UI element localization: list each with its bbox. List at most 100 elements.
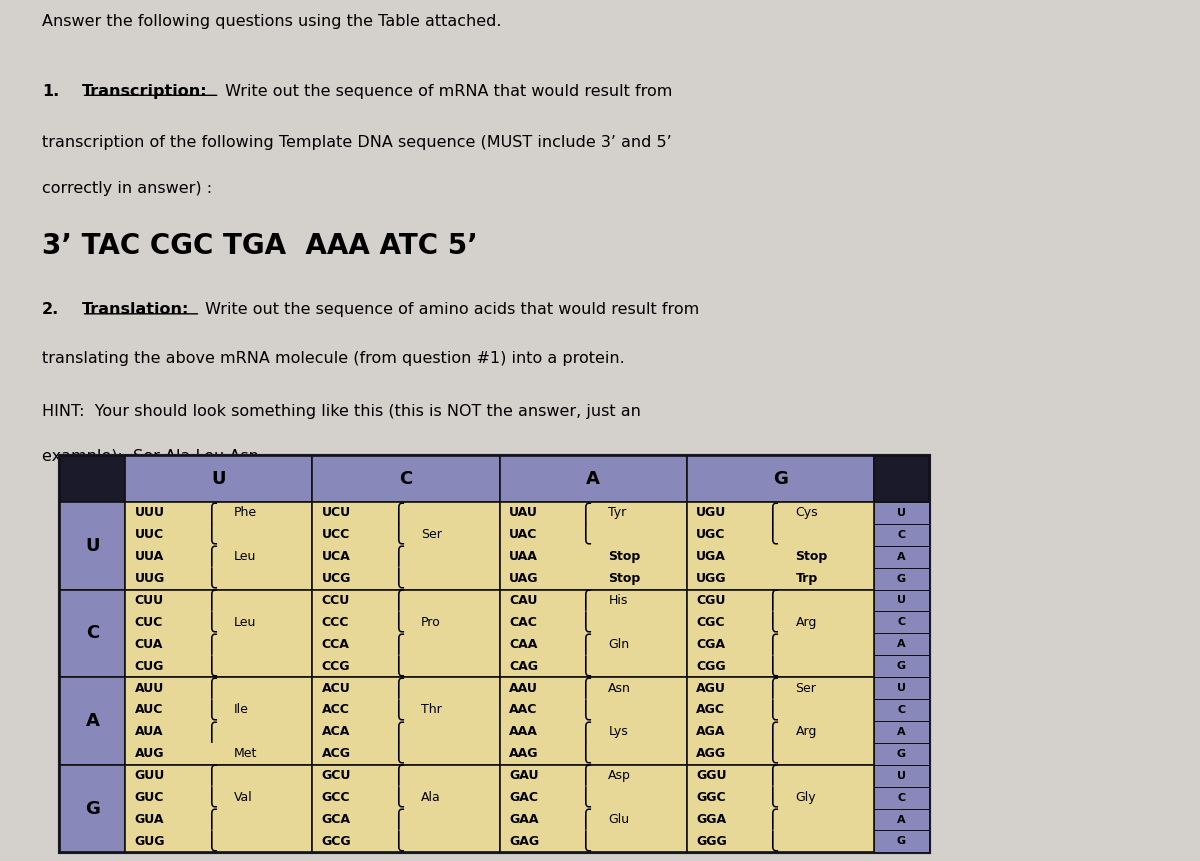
Text: ACU: ACU xyxy=(322,682,350,695)
Text: AAA: AAA xyxy=(509,726,538,739)
Text: C: C xyxy=(400,470,413,488)
Text: ⎩: ⎩ xyxy=(766,655,779,677)
Text: 3’ TAC CGC TGA  AAA ATC 5’: 3’ TAC CGC TGA AAA ATC 5’ xyxy=(42,232,478,261)
Text: CCU: CCU xyxy=(322,594,350,607)
Text: UAC: UAC xyxy=(509,529,538,542)
Text: ⎧: ⎧ xyxy=(391,722,404,742)
Text: ⎩: ⎩ xyxy=(204,612,217,633)
Bar xyxy=(125,765,312,852)
Text: C: C xyxy=(898,530,906,540)
Text: UCU: UCU xyxy=(322,506,350,519)
Bar xyxy=(312,502,499,590)
Bar xyxy=(686,677,874,765)
Text: ⎧: ⎧ xyxy=(578,722,592,742)
Bar xyxy=(125,590,312,677)
Text: ⎩: ⎩ xyxy=(204,699,217,721)
Text: Answer the following questions using the Table attached.: Answer the following questions using the… xyxy=(42,14,502,29)
Text: Ser: Ser xyxy=(421,529,442,542)
Text: UGA: UGA xyxy=(696,550,726,563)
Text: ⎧: ⎧ xyxy=(766,678,779,699)
Text: C: C xyxy=(898,705,906,715)
Text: UGC: UGC xyxy=(696,529,726,542)
Bar xyxy=(686,590,874,677)
Text: ⎧: ⎧ xyxy=(578,634,592,655)
Bar xyxy=(874,611,929,634)
Text: GCC: GCC xyxy=(322,791,350,804)
Text: ⎩: ⎩ xyxy=(391,655,404,677)
Bar xyxy=(874,634,929,655)
Text: ⎩: ⎩ xyxy=(204,831,217,852)
Text: ⎩: ⎩ xyxy=(204,568,217,589)
Bar xyxy=(499,765,686,852)
Text: example):  Ser Ala Leu Asn: example): Ser Ala Leu Asn xyxy=(42,449,259,464)
Text: UAU: UAU xyxy=(509,506,538,519)
Bar xyxy=(499,590,686,677)
Bar xyxy=(874,546,929,567)
Bar xyxy=(874,721,929,743)
Bar xyxy=(312,456,499,502)
Text: ⎧: ⎧ xyxy=(204,808,217,830)
Text: Ser: Ser xyxy=(796,682,816,695)
Text: 2.: 2. xyxy=(42,302,59,317)
Text: UAA: UAA xyxy=(509,550,538,563)
Text: ⎧: ⎧ xyxy=(578,502,592,523)
Text: ⎧: ⎧ xyxy=(391,808,404,830)
Text: ⎩: ⎩ xyxy=(766,831,779,852)
Text: Translation:: Translation: xyxy=(82,302,188,317)
Bar xyxy=(874,590,929,611)
Text: transcription of the following Template DNA sequence (MUST include 3’ and 5’: transcription of the following Template … xyxy=(42,135,672,150)
Text: ⎧: ⎧ xyxy=(204,590,217,611)
Text: ⎩: ⎩ xyxy=(578,655,592,677)
Text: Leu: Leu xyxy=(234,550,257,563)
Bar xyxy=(874,523,929,546)
Text: CAU: CAU xyxy=(509,594,538,607)
Bar xyxy=(874,743,929,765)
Bar xyxy=(60,590,125,677)
Text: CAG: CAG xyxy=(509,660,538,672)
Text: Met: Met xyxy=(234,747,257,760)
Text: CCG: CCG xyxy=(322,660,350,672)
Text: CCA: CCA xyxy=(322,638,349,651)
Text: CUU: CUU xyxy=(134,594,163,607)
Bar xyxy=(874,456,929,502)
Text: ⎧: ⎧ xyxy=(766,808,779,830)
Text: ⎧: ⎧ xyxy=(204,546,217,567)
Text: Transcription:: Transcription: xyxy=(82,84,208,99)
Text: ⎩: ⎩ xyxy=(578,743,592,765)
Bar xyxy=(499,456,686,502)
Text: GAG: GAG xyxy=(509,835,539,848)
Text: ⎩: ⎩ xyxy=(766,699,779,721)
Text: Cys: Cys xyxy=(796,506,818,519)
Bar xyxy=(874,677,929,699)
Text: GCU: GCU xyxy=(322,769,352,782)
Text: CGG: CGG xyxy=(696,660,726,672)
Text: CAC: CAC xyxy=(509,616,536,629)
Bar xyxy=(60,456,125,502)
Text: AGC: AGC xyxy=(696,703,725,716)
Text: 1.: 1. xyxy=(42,84,59,99)
Bar xyxy=(60,677,125,765)
Text: AUG: AUG xyxy=(134,747,164,760)
Text: Asp: Asp xyxy=(608,769,631,782)
Text: Asn: Asn xyxy=(608,682,631,695)
Text: GUC: GUC xyxy=(134,791,164,804)
Text: ⎩: ⎩ xyxy=(578,612,592,633)
Text: ⎩: ⎩ xyxy=(391,699,404,721)
Text: CCC: CCC xyxy=(322,616,349,629)
Text: ⎩: ⎩ xyxy=(391,743,404,765)
Text: U: U xyxy=(85,536,100,554)
Bar xyxy=(125,677,312,765)
Bar xyxy=(312,765,499,852)
Text: UAG: UAG xyxy=(509,572,539,585)
Text: A: A xyxy=(898,727,906,737)
Text: G: G xyxy=(85,800,100,818)
Text: GGG: GGG xyxy=(696,835,727,848)
Text: AAC: AAC xyxy=(509,703,538,716)
Text: UUU: UUU xyxy=(134,506,164,519)
Text: GAC: GAC xyxy=(509,791,538,804)
Text: ⎧: ⎧ xyxy=(578,590,592,611)
Text: ⎩: ⎩ xyxy=(578,699,592,721)
Bar xyxy=(60,765,125,852)
Text: UUC: UUC xyxy=(134,529,163,542)
Text: HINT:  Your should look something like this (this is NOT the answer, just an: HINT: Your should look something like th… xyxy=(42,405,641,419)
